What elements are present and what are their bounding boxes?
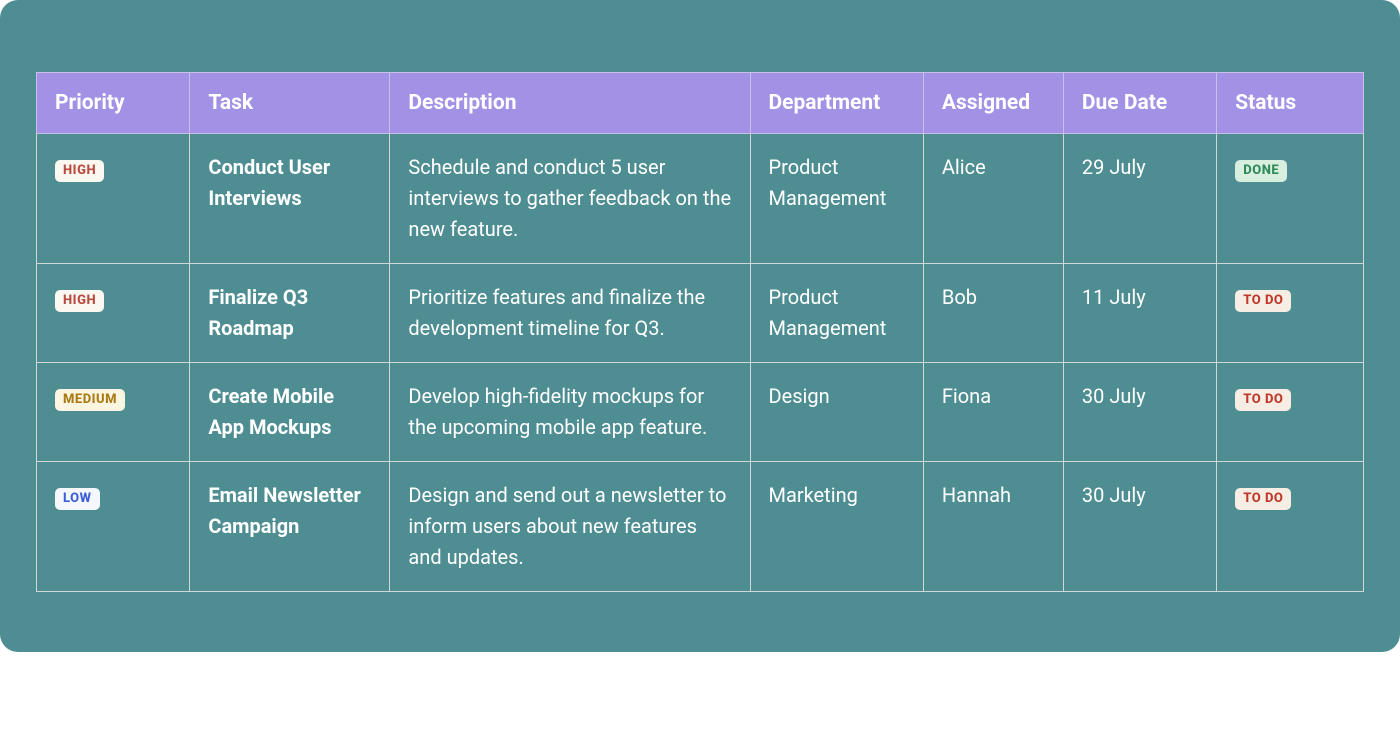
cell-priority: MEDIUM <box>37 363 190 462</box>
priority-badge: HIGH <box>55 290 104 312</box>
cell-status: TO DO <box>1217 462 1364 592</box>
cell-description: Design and send out a newsletter to info… <box>390 462 750 592</box>
cell-description: Prioritize features and finalize the dev… <box>390 264 750 363</box>
cell-due-date: 11 July <box>1063 264 1216 363</box>
cell-priority: HIGH <box>37 134 190 264</box>
col-header-department[interactable]: Department <box>750 73 923 134</box>
cell-task: Create Mobile App Mockups <box>190 363 390 462</box>
cell-status: TO DO <box>1217 363 1364 462</box>
col-header-priority[interactable]: Priority <box>37 73 190 134</box>
col-header-due-date[interactable]: Due Date <box>1063 73 1216 134</box>
cell-status: TO DO <box>1217 264 1364 363</box>
priority-badge: LOW <box>55 488 100 510</box>
table-row[interactable]: HIGH Conduct User Interviews Schedule an… <box>37 134 1364 264</box>
priority-badge: HIGH <box>55 160 104 182</box>
cell-due-date: 30 July <box>1063 462 1216 592</box>
table-row[interactable]: HIGH Finalize Q3 Roadmap Prioritize feat… <box>37 264 1364 363</box>
cell-assigned: Alice <box>923 134 1063 264</box>
status-badge[interactable]: TO DO <box>1235 488 1291 510</box>
cell-description: Develop high-fidelity mockups for the up… <box>390 363 750 462</box>
col-header-description[interactable]: Description <box>390 73 750 134</box>
cell-task: Conduct User Interviews <box>190 134 390 264</box>
cell-description: Schedule and conduct 5 user interviews t… <box>390 134 750 264</box>
table-row[interactable]: LOW Email Newsletter Campaign Design and… <box>37 462 1364 592</box>
cell-department: Design <box>750 363 923 462</box>
cell-department: Marketing <box>750 462 923 592</box>
cell-assigned: Fiona <box>923 363 1063 462</box>
cell-priority: HIGH <box>37 264 190 363</box>
cell-department: Product Management <box>750 134 923 264</box>
cell-assigned: Bob <box>923 264 1063 363</box>
cell-assigned: Hannah <box>923 462 1063 592</box>
cell-due-date: 30 July <box>1063 363 1216 462</box>
table-header-row: Priority Task Description Department Ass… <box>37 73 1364 134</box>
cell-status: DONE <box>1217 134 1364 264</box>
status-badge[interactable]: TO DO <box>1235 290 1291 312</box>
cell-priority: LOW <box>37 462 190 592</box>
cell-task: Finalize Q3 Roadmap <box>190 264 390 363</box>
table-body: HIGH Conduct User Interviews Schedule an… <box>37 134 1364 592</box>
table-row[interactable]: MEDIUM Create Mobile App Mockups Develop… <box>37 363 1364 462</box>
status-badge[interactable]: DONE <box>1235 160 1287 182</box>
col-header-assigned[interactable]: Assigned <box>923 73 1063 134</box>
cell-task: Email Newsletter Campaign <box>190 462 390 592</box>
task-table-panel: Priority Task Description Department Ass… <box>0 0 1400 652</box>
col-header-task[interactable]: Task <box>190 73 390 134</box>
cell-department: Product Management <box>750 264 923 363</box>
status-badge[interactable]: TO DO <box>1235 389 1291 411</box>
task-table: Priority Task Description Department Ass… <box>36 72 1364 592</box>
col-header-status[interactable]: Status <box>1217 73 1364 134</box>
priority-badge: MEDIUM <box>55 389 125 411</box>
cell-due-date: 29 July <box>1063 134 1216 264</box>
